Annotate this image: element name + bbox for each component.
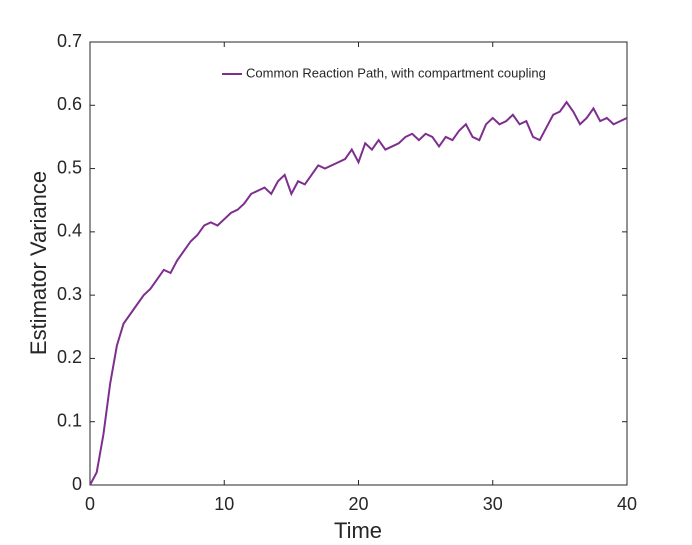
x-tick-label: 20: [348, 494, 368, 514]
y-tick-label: 0.7: [57, 31, 82, 51]
x-axis-label: Time: [334, 518, 382, 543]
x-tick-label: 30: [483, 494, 503, 514]
y-tick-label: 0.2: [57, 347, 82, 367]
y-tick-label: 0.5: [57, 157, 82, 177]
y-tick-label: 0.3: [57, 284, 82, 304]
x-tick-label: 10: [214, 494, 234, 514]
y-tick-label: 0: [72, 474, 82, 494]
plot-area: [89, 41, 628, 486]
y-tick-label: 0.6: [57, 94, 82, 114]
legend-label: Common Reaction Path, with compartment c…: [246, 65, 546, 80]
y-axis-label: Estimator Variance: [26, 171, 51, 355]
x-tick-label: 0: [85, 494, 95, 514]
data-line: [89, 100, 628, 486]
x-tick-label: 40: [617, 494, 637, 514]
y-tick-label: 0.4: [57, 221, 82, 241]
y-tick-label: 0.1: [57, 410, 82, 430]
